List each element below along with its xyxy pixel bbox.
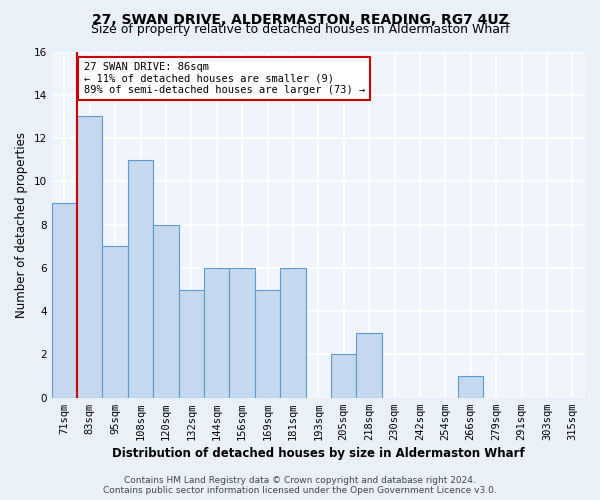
Bar — [153, 224, 179, 398]
Y-axis label: Number of detached properties: Number of detached properties — [15, 132, 28, 318]
Text: Size of property relative to detached houses in Aldermaston Wharf: Size of property relative to detached ho… — [91, 22, 509, 36]
Bar — [331, 354, 356, 398]
Bar — [280, 268, 305, 398]
Bar — [77, 116, 103, 398]
Bar — [204, 268, 229, 398]
Bar — [52, 203, 77, 398]
Text: 27 SWAN DRIVE: 86sqm
← 11% of detached houses are smaller (9)
89% of semi-detach: 27 SWAN DRIVE: 86sqm ← 11% of detached h… — [83, 62, 365, 95]
Bar — [128, 160, 153, 398]
Bar — [255, 290, 280, 398]
Bar — [103, 246, 128, 398]
X-axis label: Distribution of detached houses by size in Aldermaston Wharf: Distribution of detached houses by size … — [112, 447, 525, 460]
Bar — [229, 268, 255, 398]
Bar — [458, 376, 484, 398]
Bar — [179, 290, 204, 398]
Text: Contains HM Land Registry data © Crown copyright and database right 2024.
Contai: Contains HM Land Registry data © Crown c… — [103, 476, 497, 495]
Bar — [356, 333, 382, 398]
Text: 27, SWAN DRIVE, ALDERMASTON, READING, RG7 4UZ: 27, SWAN DRIVE, ALDERMASTON, READING, RG… — [92, 12, 508, 26]
